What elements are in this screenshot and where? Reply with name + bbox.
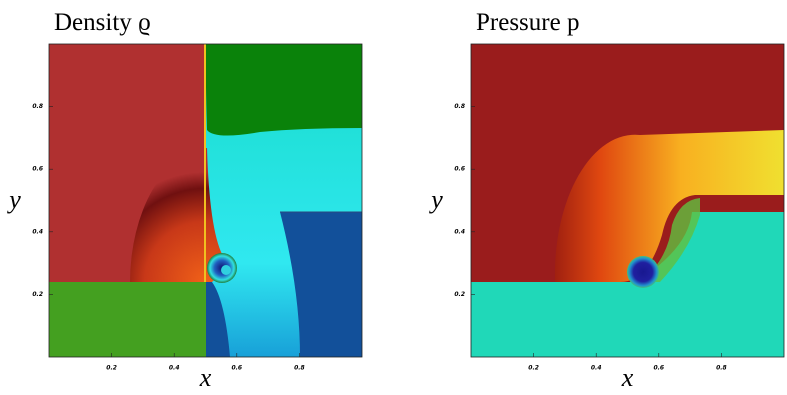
y-axis-label: y — [428, 185, 443, 214]
x-tick-label: 0.8 — [716, 365, 727, 372]
x-tick-label: 0.6 — [653, 365, 664, 372]
y-tick-label: 0.8 — [32, 103, 43, 110]
pressure-field — [471, 44, 784, 357]
x-tick-label: 0.2 — [106, 365, 117, 372]
y-tick-label: 0.6 — [454, 166, 465, 173]
x-tick-label: 0.4 — [591, 365, 602, 372]
y-tick-label: 0.4 — [32, 228, 43, 235]
x-tick-label: 0.8 — [294, 365, 305, 372]
x-tick-label: 0.6 — [231, 365, 242, 372]
y-tick-label: 0.2 — [454, 291, 465, 298]
plot-frame — [48, 43, 363, 358]
y-tick-label: 0.6 — [32, 166, 43, 173]
panel-title: Pressure p — [476, 9, 579, 36]
x-tick-label: 0.2 — [528, 365, 539, 372]
y-tick-label: 0.4 — [454, 228, 465, 235]
y-axis-label: y — [6, 185, 21, 214]
plot-frame — [470, 43, 785, 358]
y-tick-label: 0.2 — [32, 291, 43, 298]
panel-title: Density ϱ — [54, 9, 151, 36]
x-tick-label: 0.4 — [169, 365, 180, 372]
x-axis-label: x — [621, 363, 634, 392]
density-field — [49, 44, 362, 357]
x-axis-label: x — [199, 363, 212, 392]
y-tick-label: 0.8 — [454, 103, 465, 110]
